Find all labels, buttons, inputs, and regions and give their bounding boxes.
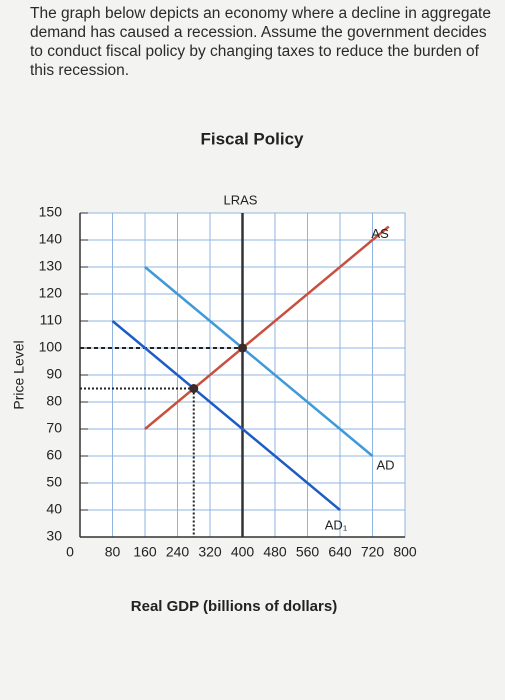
equilibrium-point	[189, 384, 199, 393]
x-axis-label: Real GDP (billions of dollars)	[131, 598, 337, 615]
series-label: AD	[377, 457, 395, 472]
y-tick-label: 30	[46, 528, 62, 544]
series-label: LRAS	[224, 192, 258, 207]
x-tick-label: 800	[393, 544, 417, 560]
y-tick-label: 70	[46, 420, 62, 436]
y-tick-label: 130	[39, 258, 63, 274]
x-tick-label: 80	[105, 544, 121, 560]
y-tick-label: 50	[46, 474, 62, 490]
y-tick-label: 60	[46, 447, 62, 463]
x-tick-label: 400	[231, 544, 255, 560]
y-tick-label: 100	[39, 339, 63, 355]
series-label: AD₁	[325, 517, 348, 532]
x-tick-label: 720	[361, 544, 385, 560]
y-tick-label: 150	[39, 204, 63, 220]
chart-title: Fiscal Policy	[201, 129, 305, 148]
series-line	[111, 320, 341, 511]
x-tick-label: 160	[133, 544, 157, 560]
y-axis-label: Price Level	[11, 340, 27, 409]
x-tick-label: 480	[263, 544, 287, 560]
series-line	[144, 225, 390, 430]
y-tick-label: 110	[40, 312, 63, 328]
y-tick-label: 80	[46, 393, 62, 409]
y-tick-label: 120	[39, 285, 63, 301]
x-tick-label: 320	[198, 544, 222, 560]
x-tick-label: 240	[166, 544, 190, 560]
x-tick-label: 0	[66, 544, 74, 560]
y-tick-label: 90	[46, 366, 62, 382]
y-tick-label: 40	[46, 501, 62, 517]
question-text: The graph below depicts an economy where…	[30, 5, 491, 79]
series-label: AS	[371, 226, 389, 241]
series-line	[144, 266, 374, 457]
x-tick-label: 640	[328, 544, 352, 560]
x-tick-label: 560	[296, 544, 320, 560]
y-tick-label: 140	[39, 231, 63, 247]
equilibrium-point	[238, 343, 247, 353]
